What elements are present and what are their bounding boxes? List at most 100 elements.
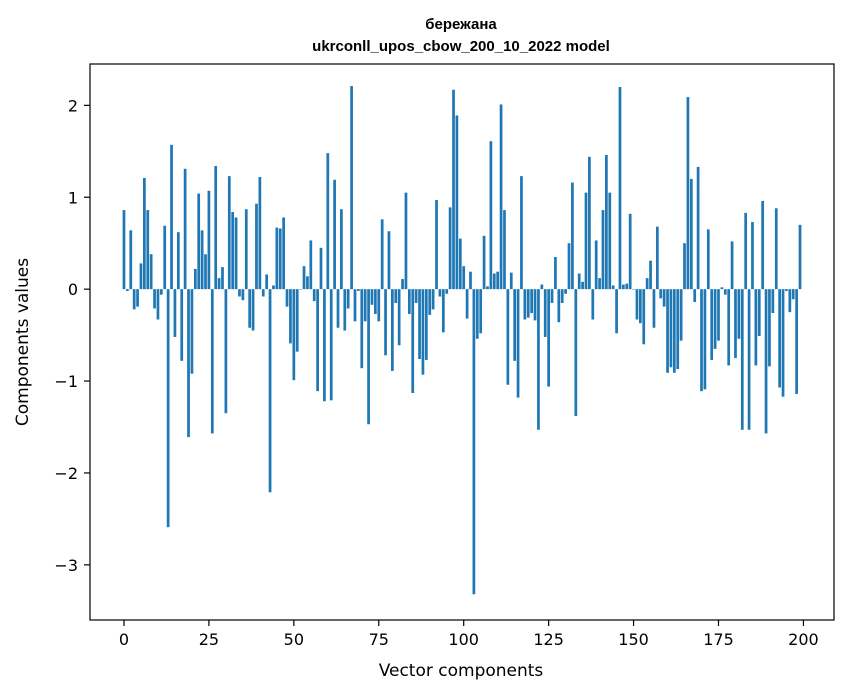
bar [397, 289, 401, 346]
x-axis-ticks: 0 25 50 75 100 125 150 175 200 [119, 620, 819, 649]
bar [248, 289, 252, 328]
bar [605, 154, 608, 290]
bar [153, 289, 156, 309]
bar [554, 256, 557, 290]
bar [380, 219, 384, 290]
bar [778, 289, 781, 388]
bar [608, 192, 612, 290]
x-tick-label: 50 [284, 630, 304, 649]
bar [227, 176, 231, 290]
bar [401, 279, 404, 290]
bar [795, 289, 798, 394]
bar [774, 208, 778, 290]
bar [200, 230, 204, 290]
bar [655, 226, 659, 290]
bar [340, 209, 343, 290]
bar [197, 193, 201, 290]
bar [785, 289, 788, 291]
bar [143, 177, 146, 290]
bar [302, 266, 306, 290]
bar [163, 225, 167, 290]
bar [309, 240, 313, 290]
bar [190, 289, 194, 374]
bar [166, 289, 170, 528]
bar [683, 243, 686, 290]
bar [513, 289, 517, 361]
x-tick-label: 200 [788, 630, 819, 649]
bar [547, 289, 550, 387]
bar [312, 289, 316, 302]
bar [645, 278, 649, 290]
y-tick-label: 2 [68, 96, 78, 115]
bar [696, 166, 700, 290]
bar [730, 241, 734, 290]
bar [346, 289, 350, 309]
bar [761, 200, 765, 290]
bar [618, 86, 622, 290]
bar [723, 289, 727, 295]
bar [591, 289, 595, 320]
x-axis-label: Vector components [379, 661, 544, 681]
bar [394, 289, 398, 303]
bar [543, 289, 547, 337]
x-tick-label: 25 [199, 630, 219, 649]
y-tick-label: −2 [54, 464, 78, 483]
bar [333, 179, 336, 290]
bar [193, 268, 197, 290]
bar [357, 289, 360, 291]
bar [462, 266, 466, 290]
bar [700, 289, 703, 392]
bar [421, 289, 425, 375]
chart-title: бережана [425, 16, 497, 33]
bar [611, 285, 615, 290]
bar [588, 156, 591, 290]
bar [632, 289, 635, 290]
bar [204, 254, 207, 290]
bar [452, 89, 455, 290]
bar [659, 289, 663, 299]
bar [717, 289, 720, 341]
bar [299, 289, 302, 290]
bar [139, 263, 143, 290]
bar [282, 217, 285, 290]
bar [367, 289, 370, 425]
bar [448, 207, 452, 290]
bar [771, 289, 775, 314]
bar [496, 271, 500, 290]
bar [649, 260, 652, 290]
bar [343, 289, 347, 331]
bar [136, 289, 139, 307]
y-tick-label: −1 [54, 372, 78, 391]
bar [387, 231, 391, 290]
bar [238, 289, 241, 297]
bar [598, 278, 601, 290]
bar [173, 289, 177, 337]
bar [435, 200, 438, 290]
bar [615, 289, 618, 334]
x-tick-label: 75 [369, 630, 389, 649]
bar [492, 273, 496, 290]
bar [666, 289, 669, 373]
bar [418, 289, 421, 359]
y-axis-label: Components values [13, 258, 33, 426]
bar [703, 289, 707, 390]
bar [411, 289, 415, 394]
bar [156, 289, 160, 320]
bar [122, 210, 126, 290]
bar [319, 247, 323, 290]
bar [149, 254, 153, 290]
bar [540, 284, 544, 290]
bar [251, 289, 255, 331]
bar [414, 289, 418, 303]
plot-frame [89, 63, 835, 621]
bars [122, 86, 802, 595]
x-tick-label: 125 [533, 630, 564, 649]
bar [486, 286, 489, 290]
bar [689, 178, 693, 290]
bar [676, 289, 680, 370]
bar [679, 289, 683, 341]
bar [581, 281, 584, 290]
bar [272, 285, 275, 290]
bar [221, 267, 224, 290]
